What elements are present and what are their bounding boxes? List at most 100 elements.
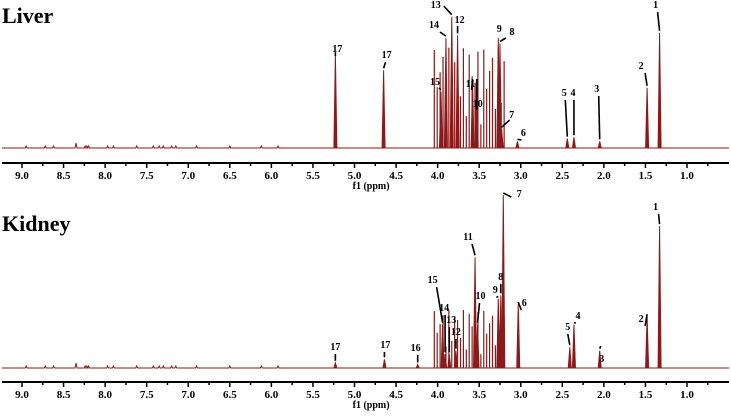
peak-label: 11 <box>466 79 475 90</box>
peak-leader-line <box>476 302 481 323</box>
x-tick-label: 3.5 <box>472 389 486 401</box>
peak-label: 2 <box>639 314 644 325</box>
spectrum-peak <box>565 138 570 149</box>
x-tick-label: 2.0 <box>597 389 611 401</box>
peak-leader-line <box>598 345 602 349</box>
x-tick-label: 8.5 <box>57 170 71 182</box>
peak-leader-line <box>499 37 507 43</box>
liver-title: Liver <box>2 3 54 28</box>
peak-leader-line <box>439 31 447 37</box>
peak-leader-line <box>438 87 442 91</box>
peak-label: 5 <box>562 88 567 99</box>
peak-label: 1 <box>653 202 658 213</box>
peak-label: 17 <box>330 342 340 353</box>
x-tick-label: 4.0 <box>431 389 445 401</box>
peak-label: 16 <box>411 343 421 354</box>
peak-leader-line <box>657 213 661 225</box>
x-tick-label: 9.0 <box>15 389 29 401</box>
spectrum-peak <box>571 137 576 149</box>
peak-leader-line <box>597 95 601 140</box>
spectrum-peak <box>443 38 448 149</box>
peak-leader-line <box>502 192 512 198</box>
x-tick-label: 6.5 <box>223 170 237 182</box>
x-tick-label: 1.0 <box>680 389 694 401</box>
liver-spectrum-plot: 9.0 8.5 8.0 7.5 7.0 6.5 6.0 5.5 5.0 4.5 4.0 3.5 3.0 2… <box>2 0 729 192</box>
x-tick-label: 7.5 <box>140 170 154 182</box>
peak-label: 13 <box>446 315 456 326</box>
x-axis-title: f1 (ppm) <box>353 181 390 192</box>
x-tick-label: 8.5 <box>57 389 71 401</box>
x-tick-label: 6.5 <box>223 389 237 401</box>
spectrum-peak <box>415 363 420 369</box>
peak-leader-line <box>564 99 569 137</box>
peak-label: 4 <box>575 311 580 322</box>
x-tick-label: 6.0 <box>265 389 279 401</box>
x-tick-label: 3.0 <box>514 389 528 401</box>
peak-label: 10 <box>473 99 483 110</box>
peak-label: 6 <box>522 298 527 309</box>
spectrum-peak <box>333 54 338 149</box>
peak-label: 8 <box>498 272 503 283</box>
x-tick-label: 2.0 <box>597 170 611 182</box>
peak-label: 12 <box>451 327 461 338</box>
x-tick-label: 5.0 <box>348 389 362 401</box>
x-tick-label: 7.0 <box>181 389 195 401</box>
spectrum-peak <box>515 141 520 149</box>
peak-leader-line <box>470 78 474 91</box>
peak-label: 15 <box>428 275 438 286</box>
spectrum-peak <box>516 303 521 369</box>
kidney-spectrum-plot: 9.0 8.5 8.0 7.5 7.0 6.5 6.0 5.5 5.0 4.5 4.0 3.5 3.0 2… <box>2 189 729 411</box>
peak-leader-line <box>435 286 444 323</box>
x-tick-label: 7.5 <box>140 389 154 401</box>
kidney-title: Kidney <box>2 211 71 236</box>
x-tick-label: 4.0 <box>431 170 445 182</box>
peak-label: 1 <box>653 0 658 11</box>
peak-label: 2 <box>639 61 644 72</box>
peak-label: 11 <box>463 232 472 243</box>
spectrum-peak <box>381 70 386 149</box>
spectrum-peak <box>657 226 662 369</box>
x-tick-label: 9.0 <box>15 170 29 182</box>
spectrum-peak <box>645 87 650 149</box>
peak-leader-line <box>443 5 453 16</box>
x-tick-label: 1.5 <box>639 389 653 401</box>
x-tick-label: 8.0 <box>98 389 112 401</box>
peak-label: 10 <box>476 291 486 302</box>
x-tick-label: 1.0 <box>680 170 694 182</box>
x-tick-label: 3.5 <box>472 170 486 182</box>
peak-leader-line <box>501 119 511 128</box>
x-tick-label: 5.0 <box>348 170 362 182</box>
x-tick-label: 5.5 <box>306 389 320 401</box>
x-tick-label: 8.0 <box>98 170 112 182</box>
peak-leader-line <box>517 301 523 311</box>
x-tick-label: 4.5 <box>389 170 403 182</box>
spectrum-peak <box>571 324 576 369</box>
peak-label: 17 <box>382 50 392 61</box>
peak-label: 9 <box>497 24 502 35</box>
peak-leader-line <box>517 138 522 141</box>
peak-label: 12 <box>455 15 465 26</box>
peak-label: 14 <box>429 20 439 31</box>
peak-leader-line <box>382 61 387 69</box>
peak-label: 7 <box>509 110 514 121</box>
peak-label: 6 <box>521 128 526 139</box>
spectrum-peak <box>567 347 572 369</box>
peak-label: 8 <box>509 27 514 38</box>
peak-label: 14 <box>439 303 449 314</box>
peak-label: 9 <box>493 285 498 296</box>
peak-label: 17 <box>332 44 342 55</box>
spectrum-peak <box>597 141 602 149</box>
x-tick-label: 2.5 <box>555 170 569 182</box>
spectrum-peak <box>657 32 662 149</box>
x-tick-label: 3.0 <box>514 170 528 182</box>
peak-label: 17 <box>380 340 390 351</box>
x-tick-label: 7.0 <box>181 170 195 182</box>
x-tick-label: 6.0 <box>265 170 279 182</box>
spectrum-peak <box>449 16 454 149</box>
peak-label: 13 <box>431 0 441 11</box>
x-tick-label: 4.5 <box>389 389 403 401</box>
peak-label: 3 <box>599 354 604 365</box>
peak-leader-line <box>644 72 648 86</box>
x-tick-label: 2.5 <box>555 389 569 401</box>
